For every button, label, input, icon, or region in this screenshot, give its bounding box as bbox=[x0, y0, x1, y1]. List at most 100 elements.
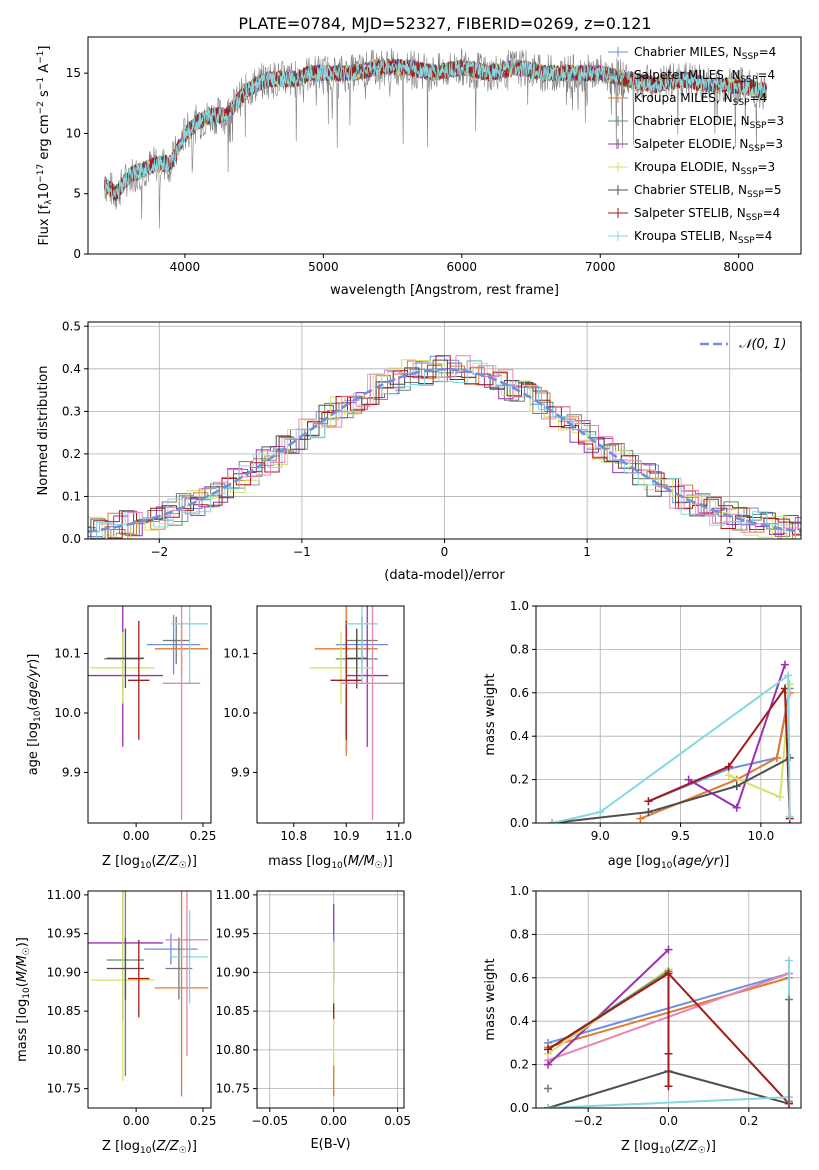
y-tick-label: 0.4 bbox=[510, 1014, 529, 1028]
axes-frame bbox=[256, 890, 405, 1109]
x-axis-label: (data-model)/error bbox=[384, 568, 505, 583]
x-tick-label: −0.2 bbox=[574, 1114, 603, 1128]
x-tick-label: 0.0 bbox=[659, 1114, 678, 1128]
x-axis-label: Z [log10(Z/Z☉)] bbox=[102, 1139, 197, 1156]
legend-label: Salpeter STELIB, NSSP=4 bbox=[634, 206, 780, 223]
histogram-step bbox=[88, 364, 801, 539]
x-axis-label: Z [log10(Z/Z☉)] bbox=[102, 854, 197, 871]
x-axis-label: mass [log10(M/M☉)] bbox=[268, 854, 393, 871]
legend-entry: Salpeter ELODIE, NSSP=3 bbox=[608, 137, 783, 154]
data-point bbox=[128, 939, 150, 1018]
legend-label: Kroupa STELIB, NSSP=4 bbox=[634, 229, 772, 246]
x-tick-label: 9.0 bbox=[591, 829, 610, 843]
y-tick-label: 0.2 bbox=[510, 773, 529, 787]
y-tick-label: 5 bbox=[73, 187, 81, 201]
plus-marker bbox=[724, 762, 733, 771]
series-path bbox=[648, 685, 791, 819]
series-path bbox=[551, 673, 791, 823]
plus-marker bbox=[636, 814, 645, 823]
plus-marker bbox=[548, 819, 557, 823]
plus-marker bbox=[724, 771, 733, 780]
y-tick-label: 15 bbox=[66, 66, 81, 80]
legend-entry: 𝒩(0, 1) bbox=[700, 337, 786, 352]
x-tick-label: 6000 bbox=[447, 260, 478, 274]
y-tick-label: 0.2 bbox=[62, 447, 81, 461]
mass-vs-extinction-panel: −0.05 0.00 0.05 10.75 10.80 10.85 10.90 10.95 11… bbox=[216, 888, 411, 1152]
data-point bbox=[90, 632, 155, 704]
mass-vs-metallicity-panel: 0.00 0.25 10.75 10.80 10.85 10.90 10.95 11.00 Z … bbox=[15, 888, 216, 1156]
x-tick-label: 0.05 bbox=[384, 1114, 411, 1128]
y-tick-label: 1.0 bbox=[510, 599, 529, 613]
legend-label: 𝒩(0, 1) bbox=[739, 337, 786, 352]
data-point bbox=[170, 606, 209, 684]
x-tick-label: −0.05 bbox=[251, 1114, 288, 1128]
plus-marker bbox=[596, 808, 605, 817]
data-point bbox=[165, 937, 193, 1000]
x-axis-label: wavelength [Angstrom, rest frame] bbox=[330, 283, 559, 298]
y-tick-label: 9.9 bbox=[62, 765, 81, 779]
legend-label: Chabrier MILES, NSSP=4 bbox=[634, 45, 776, 62]
y-axis-label: Flux [fλ10−17 erg cm−2 s−1 A−1] bbox=[36, 46, 54, 246]
data-point bbox=[106, 937, 145, 1000]
legend-label: Salpeter ELODIE, NSSP=3 bbox=[634, 137, 783, 154]
data-point bbox=[170, 910, 209, 1004]
y-tick-label: 10.80 bbox=[47, 1043, 81, 1057]
y-axis-label: mass [log10(M/M☉)] bbox=[15, 937, 32, 1062]
x-tick-label: 0.00 bbox=[320, 1114, 347, 1128]
y-tick-label: 0.8 bbox=[510, 927, 529, 941]
axes-frame bbox=[87, 890, 212, 1109]
y-tick-label: 10.95 bbox=[47, 927, 81, 941]
y-tick-label: 10.75 bbox=[47, 1082, 81, 1096]
legend-entry: Chabrier MILES, NSSP=4 bbox=[608, 45, 776, 62]
plot-area bbox=[309, 606, 404, 821]
series-line bbox=[548, 671, 794, 823]
legend-label: Kroupa ELODIE, NSSP=3 bbox=[634, 160, 775, 177]
legend-entry: Kroupa MILES, NSSP=4 bbox=[608, 91, 767, 108]
legend-label: Kroupa MILES, NSSP=4 bbox=[634, 91, 767, 108]
legend-entry: Kroupa STELIB, NSSP=4 bbox=[608, 229, 772, 246]
plus-marker bbox=[664, 945, 673, 954]
y-tick-label: 10.85 bbox=[216, 1004, 250, 1018]
x-tick-label: 2 bbox=[726, 545, 734, 559]
y-tick-label: 10.95 bbox=[216, 927, 250, 941]
x-tick-label: 9.5 bbox=[671, 829, 690, 843]
plot-area bbox=[544, 945, 793, 1108]
data-point bbox=[90, 891, 155, 1081]
x-tick-label: 0 bbox=[441, 545, 449, 559]
age-vs-metallicity-panel: 0.00 0.25 9.9 10.0 10.1 Z [log10(Z/Z☉)] age [l… bbox=[26, 605, 216, 871]
y-tick-label: 1.0 bbox=[510, 884, 529, 898]
plus-marker bbox=[664, 1082, 673, 1091]
plot-area bbox=[88, 891, 209, 1097]
y-tick-label: 0.8 bbox=[510, 642, 529, 656]
plus-marker bbox=[684, 775, 693, 784]
y-tick-label: 10.75 bbox=[216, 1082, 250, 1096]
y-tick-label: 0.0 bbox=[510, 816, 529, 830]
spectrum-line bbox=[104, 58, 767, 200]
y-tick-label: 10 bbox=[66, 126, 81, 140]
y-tick-label: 0.4 bbox=[62, 362, 81, 376]
plot-area bbox=[88, 606, 209, 821]
series-line bbox=[544, 945, 673, 1069]
plus-marker bbox=[784, 995, 793, 1004]
series-path bbox=[648, 688, 791, 803]
x-tick-label: 0.00 bbox=[123, 829, 150, 843]
x-tick-label: 11.0 bbox=[385, 829, 412, 843]
data-point bbox=[128, 620, 150, 740]
plus-marker bbox=[784, 1097, 793, 1106]
plus-marker bbox=[544, 1045, 553, 1054]
y-tick-label: 11.00 bbox=[47, 888, 81, 902]
data-point bbox=[106, 628, 145, 689]
plus-marker bbox=[644, 797, 653, 806]
plus-marker bbox=[780, 660, 789, 669]
histogram-step bbox=[88, 360, 801, 539]
data-point bbox=[330, 620, 362, 740]
data-point bbox=[154, 891, 209, 1097]
data-point bbox=[165, 891, 209, 1057]
plot-area bbox=[104, 48, 767, 229]
y-tick-label: 10.90 bbox=[47, 965, 81, 979]
plus-marker bbox=[785, 812, 794, 821]
x-tick-label: 0.00 bbox=[123, 1114, 150, 1128]
y-tick-label: 10.85 bbox=[47, 1004, 81, 1018]
data-point bbox=[346, 628, 368, 689]
